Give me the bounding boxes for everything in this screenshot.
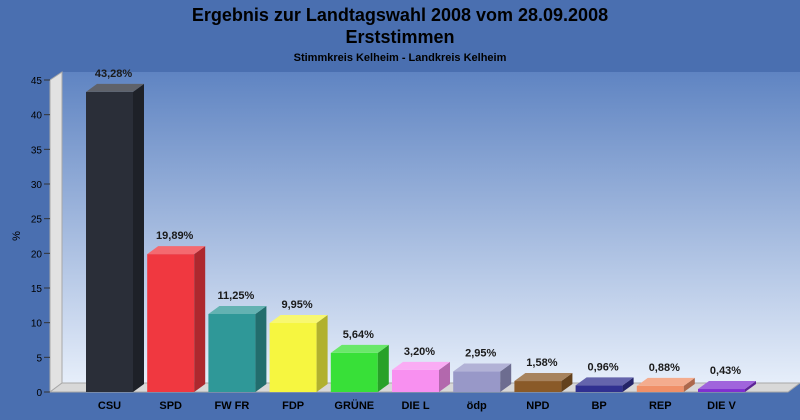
bar-front bbox=[86, 91, 133, 393]
bar-top bbox=[269, 315, 328, 324]
y-tick-label: 15 bbox=[31, 284, 43, 295]
bar-front bbox=[208, 314, 256, 392]
bar-side bbox=[561, 373, 573, 392]
bar-top bbox=[86, 83, 144, 92]
bar: 11,25% bbox=[208, 290, 267, 392]
data-label: 19,89% bbox=[156, 230, 194, 242]
y-tick-label: 5 bbox=[36, 353, 42, 364]
bar-front bbox=[453, 371, 501, 392]
y-tick-label: 20 bbox=[31, 249, 43, 260]
x-tick-label: BP bbox=[591, 400, 606, 412]
y-axis: 0 5 10 15 20 25 30 35 40 45% bbox=[11, 76, 50, 399]
data-label: 43,28% bbox=[95, 68, 133, 80]
data-label: 0,43% bbox=[710, 365, 741, 377]
chart-title-line2: Erststimmen bbox=[345, 27, 455, 47]
data-label: 0,96% bbox=[587, 361, 618, 373]
bar: 0,96% bbox=[575, 361, 634, 392]
data-label: 3,20% bbox=[404, 346, 435, 358]
y-tick-label: 45 bbox=[31, 76, 43, 87]
bar: 9,95% bbox=[269, 299, 328, 392]
data-label: 1,58% bbox=[526, 357, 557, 369]
bar-front bbox=[147, 254, 195, 392]
bar-front bbox=[636, 385, 684, 392]
bar-side bbox=[377, 344, 389, 392]
bar: 5,64% bbox=[330, 329, 389, 392]
bar: 19,89% bbox=[147, 230, 206, 392]
bar-top bbox=[208, 306, 267, 314]
bar-top bbox=[453, 363, 512, 372]
x-tick-label: GRÜNE bbox=[334, 399, 374, 412]
bar: 2,95% bbox=[453, 348, 512, 392]
x-tick-label: ödp bbox=[467, 400, 487, 412]
data-label: 9,95% bbox=[281, 299, 312, 311]
bar-side bbox=[500, 363, 512, 392]
y-tick-label: 30 bbox=[31, 180, 43, 191]
x-tick-label: CSU bbox=[98, 400, 121, 412]
x-tick-label: FW FR bbox=[214, 400, 249, 412]
y-tick-label: 40 bbox=[31, 111, 43, 122]
bar: 3,20% bbox=[392, 346, 450, 392]
bar-side bbox=[622, 377, 634, 392]
plot-back-wall bbox=[62, 72, 800, 383]
x-tick-label: NPD bbox=[526, 400, 549, 412]
bar-top bbox=[698, 381, 756, 390]
y-tick-label: 35 bbox=[31, 145, 43, 156]
y-tick-label: 25 bbox=[31, 215, 43, 226]
bar: 43,28% bbox=[86, 68, 144, 393]
chart-subtitle: Stimmkreis Kelheim - Landkreis Kelheim bbox=[293, 52, 507, 64]
x-tick-label: SPD bbox=[159, 400, 182, 412]
bar-front bbox=[698, 389, 745, 392]
bar-side bbox=[316, 315, 328, 392]
bar-top bbox=[330, 344, 389, 353]
x-tick-label: FDP bbox=[282, 400, 304, 412]
plot-left-wall bbox=[49, 71, 63, 393]
y-tick-label: 10 bbox=[31, 319, 43, 330]
x-axis: CSU SPD FW FR FDP GRÜNE DIE L ödp NPD BP REP DIE V bbox=[98, 399, 737, 412]
bar-front bbox=[575, 385, 623, 392]
bar-side bbox=[194, 246, 206, 392]
bar-front bbox=[330, 352, 378, 392]
bar-top bbox=[636, 377, 695, 386]
data-label: 2,95% bbox=[465, 348, 496, 360]
bar-side bbox=[745, 381, 756, 392]
chart-title-line1: Ergebnis zur Landtagswahl 2008 vom 28.09… bbox=[191, 5, 609, 25]
bar-top bbox=[514, 373, 573, 382]
bar-side bbox=[133, 83, 144, 393]
data-label: 0,88% bbox=[649, 362, 680, 374]
bar-top bbox=[575, 377, 634, 386]
bar-front bbox=[514, 381, 562, 392]
bar-side bbox=[683, 377, 695, 392]
bar-side bbox=[439, 361, 450, 392]
bars-group: 43,28% 19,89% 11,25% 9,95% 5,64% 3,20% 2,95% 1,… bbox=[86, 68, 756, 393]
bar-side bbox=[255, 306, 267, 392]
data-label: 11,25% bbox=[218, 290, 255, 302]
bar: 1,58% bbox=[514, 357, 573, 392]
bar-top bbox=[392, 361, 450, 370]
data-label: 5,64% bbox=[343, 329, 374, 341]
chart-title: Ergebnis zur Landtagswahl 2008 vom 28.09… bbox=[0, 4, 800, 48]
x-tick-label: REP bbox=[649, 400, 672, 412]
bar-front bbox=[269, 323, 317, 392]
x-tick-label: DIE V bbox=[707, 400, 736, 412]
x-tick-label: DIE L bbox=[401, 400, 429, 412]
y-axis-label: % bbox=[11, 231, 23, 241]
bar: 0,88% bbox=[636, 362, 695, 392]
bar-top bbox=[147, 246, 206, 255]
y-tick-label: 0 bbox=[36, 388, 42, 399]
bar-front bbox=[392, 369, 439, 392]
bar: 0,43% bbox=[698, 365, 756, 392]
